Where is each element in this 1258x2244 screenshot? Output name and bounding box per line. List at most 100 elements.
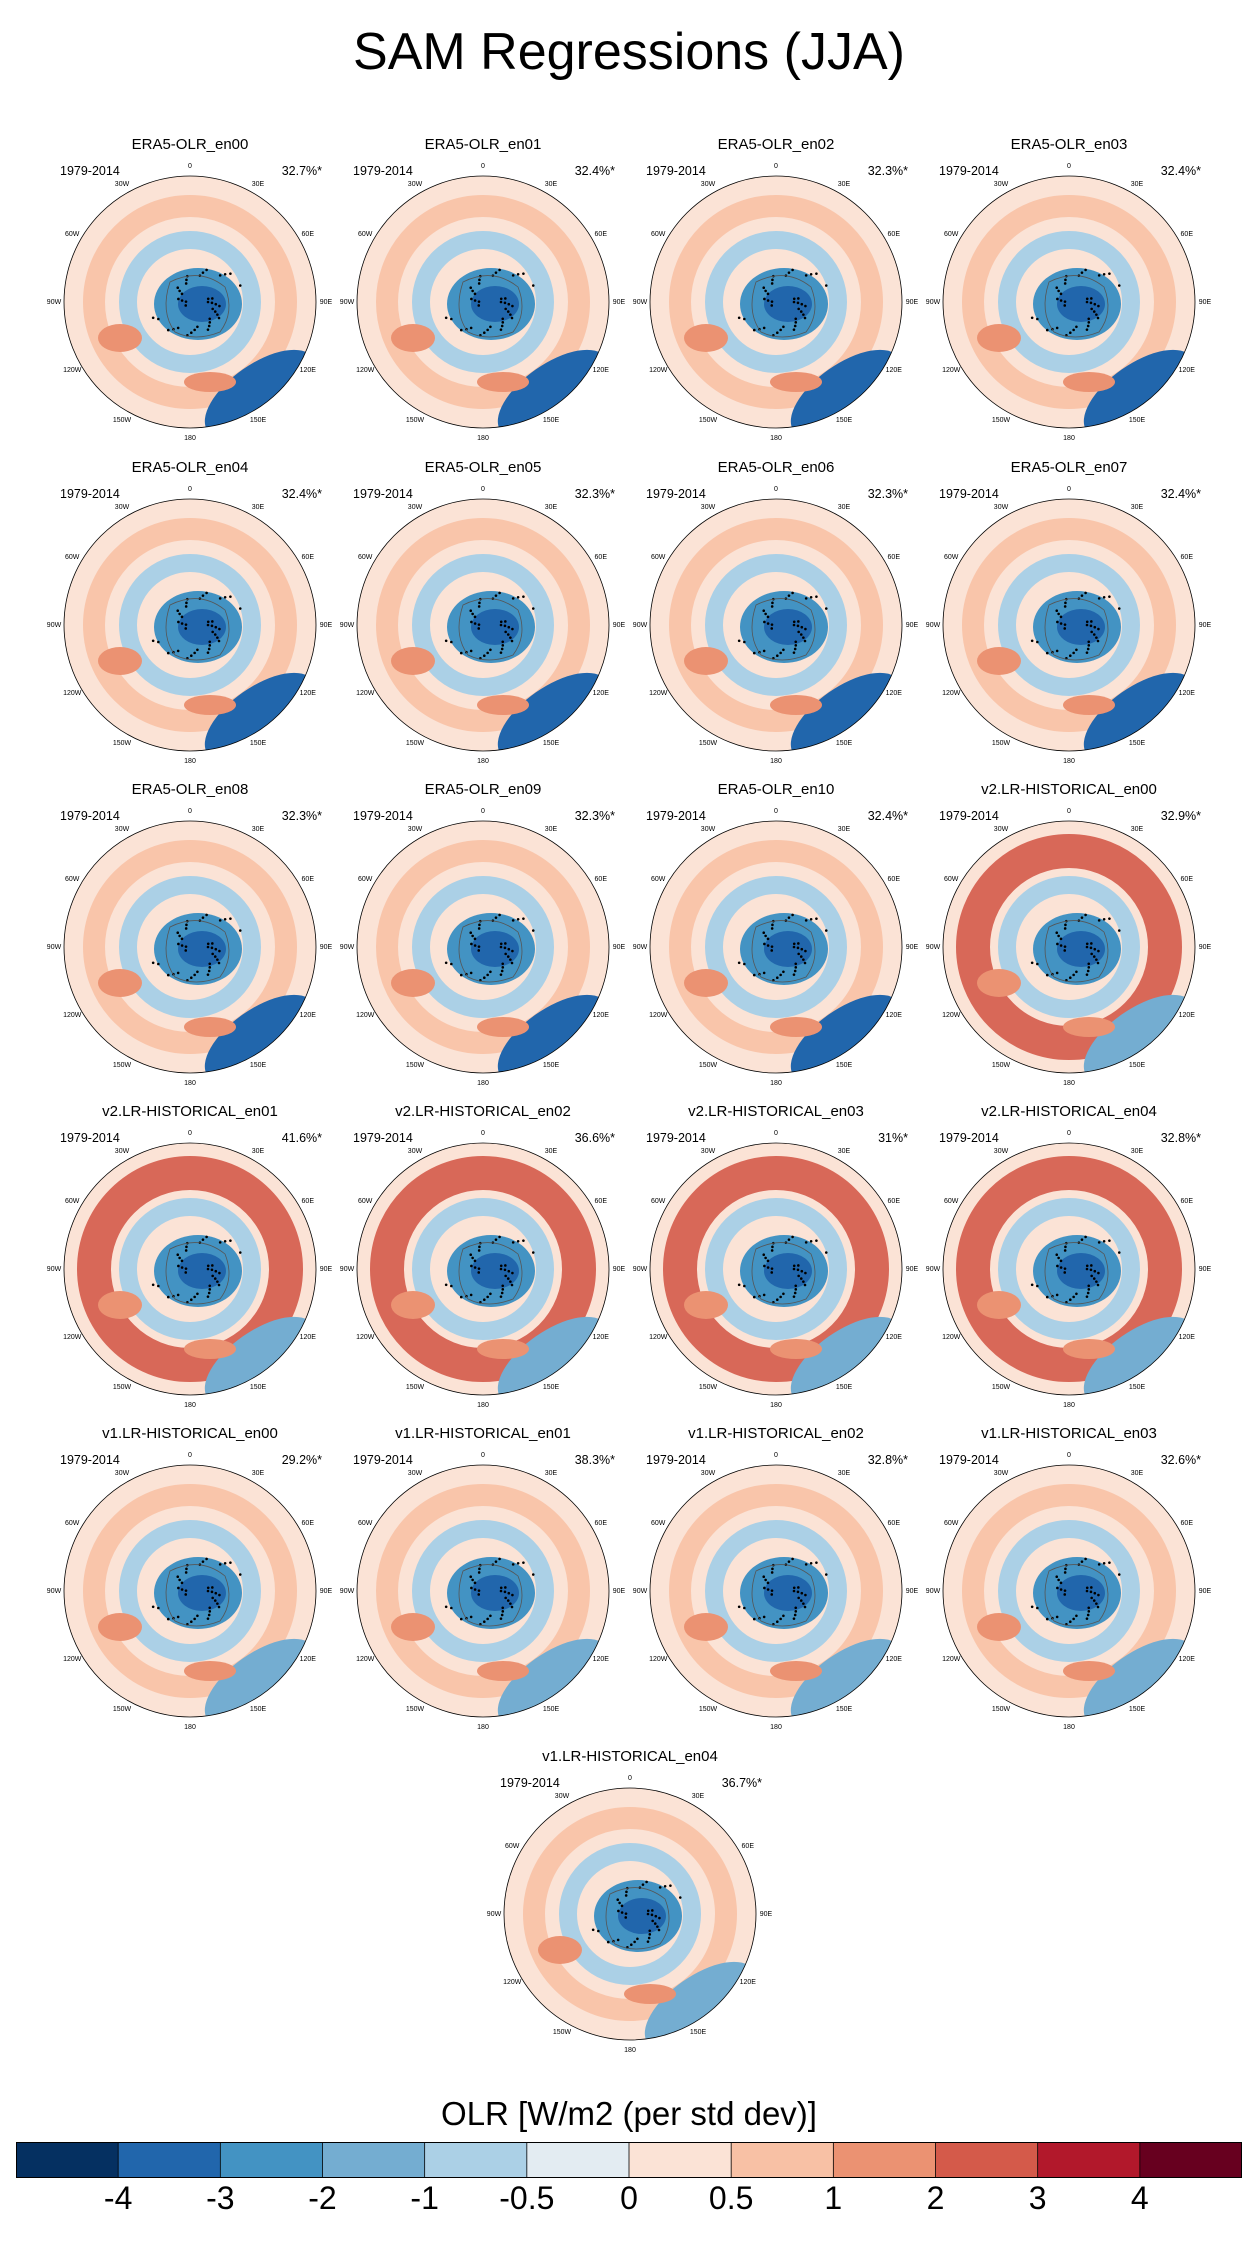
- significance-stipple: [1086, 324, 1090, 328]
- longitude-label: 150W: [406, 417, 425, 424]
- panel-title: v1.LR-HISTORICAL_en02: [688, 1425, 864, 1442]
- longitude-label: 30W: [115, 1148, 130, 1155]
- significance-stipple: [469, 1575, 473, 1579]
- significance-stipple: [206, 623, 210, 627]
- map-border: [942, 498, 1196, 752]
- polar-negative-core: [764, 931, 812, 967]
- panel-variance: 32.3%*: [574, 809, 615, 823]
- significance-stipple: [177, 942, 180, 946]
- significance-stipple: [770, 1271, 774, 1274]
- significance-stipple: [794, 966, 798, 969]
- regional-negative-anomaly: [790, 672, 902, 751]
- significance-stipple: [1075, 970, 1078, 974]
- longitude-label: 90E: [760, 1911, 773, 1918]
- significance-stipple: [511, 597, 515, 600]
- significance-stipple: [764, 612, 767, 616]
- significance-stipple: [1097, 274, 1101, 277]
- significance-stipple: [482, 331, 486, 335]
- polar-negative-core: [1057, 931, 1105, 967]
- significance-stipple: [1059, 292, 1063, 296]
- longitude-label: 120E: [886, 1334, 903, 1341]
- significance-stipple: [180, 937, 184, 941]
- significance-stipple: [201, 271, 205, 274]
- significance-stipple: [208, 1288, 212, 1291]
- significance-stipple: [1055, 1253, 1059, 1257]
- regional-positive-anomaly: [770, 372, 822, 392]
- significance-stipple: [504, 1596, 507, 1600]
- significance-stipple: [737, 1283, 741, 1287]
- polar-negative-core: [178, 1575, 226, 1611]
- significance-stipple: [218, 1241, 222, 1244]
- longitude-label: 180: [184, 1724, 196, 1731]
- significance-stipple: [489, 325, 492, 329]
- significance-stipple: [647, 1936, 651, 1940]
- longitude-label: 30W: [115, 181, 130, 188]
- longitude-label: 90E: [613, 1588, 626, 1595]
- significance-stipple: [792, 1295, 796, 1298]
- regional-positive-anomaly: [977, 324, 1021, 352]
- antarctica-outline: [458, 920, 523, 983]
- longitude-label: 60E: [302, 231, 315, 238]
- longitude-label: 180: [477, 758, 489, 765]
- significance-stipple: [503, 946, 507, 950]
- longitude-label: 90E: [906, 299, 919, 306]
- significance-stipple: [1090, 1274, 1093, 1278]
- regional-positive-anomaly: [684, 969, 728, 997]
- longitude-label: 60W: [358, 554, 373, 561]
- colorbar-tick-label: -0.5: [499, 2180, 555, 2216]
- significance-stipple: [771, 601, 774, 605]
- significance-stipple: [794, 1610, 798, 1613]
- significance-stipple: [504, 307, 507, 311]
- longitude-label: 150E: [1129, 1062, 1146, 1069]
- significance-stipple: [763, 1264, 766, 1268]
- significance-stipple: [184, 627, 188, 630]
- significance-stipple: [206, 300, 210, 304]
- significance-stipple: [482, 654, 486, 658]
- significance-stipple: [444, 316, 448, 320]
- significance-stipple: [1059, 622, 1063, 625]
- significance-stipple: [489, 1292, 492, 1296]
- significance-stipple: [1096, 1283, 1100, 1287]
- significance-stipple: [211, 1586, 214, 1589]
- significance-stipple: [501, 640, 505, 644]
- significance-stipple: [499, 300, 503, 304]
- significance-stipple: [473, 1266, 477, 1269]
- significance-stipple: [206, 620, 210, 624]
- significance-stipple: [193, 1617, 196, 1621]
- significance-stipple: [1056, 1586, 1059, 1590]
- polar-map: 0 30E 60E 90E 120E 150E 180 150W 120W 90W 60W 30W: [47, 163, 333, 442]
- longitude-label: 90W: [47, 1266, 62, 1273]
- significance-stipple: [1085, 300, 1089, 304]
- significance-stipple: [799, 1599, 803, 1602]
- significance-stipple: [218, 1271, 221, 1275]
- significance-stipple: [1075, 648, 1078, 652]
- significance-stipple: [743, 1284, 746, 1288]
- regional-positive-anomaly: [477, 1017, 529, 1037]
- negative-ring-anomaly: [412, 1198, 554, 1340]
- panel-title: v2.LR-HISTORICAL_en01: [102, 1103, 278, 1120]
- significance-stipple: [793, 1613, 797, 1617]
- significance-stipple: [499, 942, 503, 946]
- significance-stipple: [1092, 955, 1096, 958]
- significance-stipple: [793, 1291, 797, 1295]
- significance-stipple: [796, 624, 800, 628]
- map-border: [63, 1142, 317, 1396]
- significance-stipple: [507, 302, 511, 306]
- significance-stipple: [792, 945, 796, 949]
- significance-stipple: [501, 1288, 505, 1291]
- antarctica-outline: [605, 1887, 670, 1950]
- significance-stipple: [1117, 607, 1121, 610]
- significance-stipple: [1097, 1241, 1101, 1244]
- significance-stipple: [737, 961, 741, 965]
- significance-stipple: [1030, 1283, 1034, 1287]
- longitude-label: 120E: [1179, 1012, 1196, 1019]
- longitude-label: 60E: [302, 554, 315, 561]
- significance-stipple: [787, 1560, 791, 1563]
- significance-stipple: [654, 1914, 658, 1918]
- significance-stipple: [207, 1291, 211, 1295]
- longitude-label: 0: [1067, 808, 1071, 815]
- longitude-label: 150W: [992, 1384, 1011, 1391]
- significance-stipple: [815, 1561, 818, 1564]
- significance-stipple: [616, 1898, 620, 1902]
- significance-stipple: [489, 1614, 492, 1618]
